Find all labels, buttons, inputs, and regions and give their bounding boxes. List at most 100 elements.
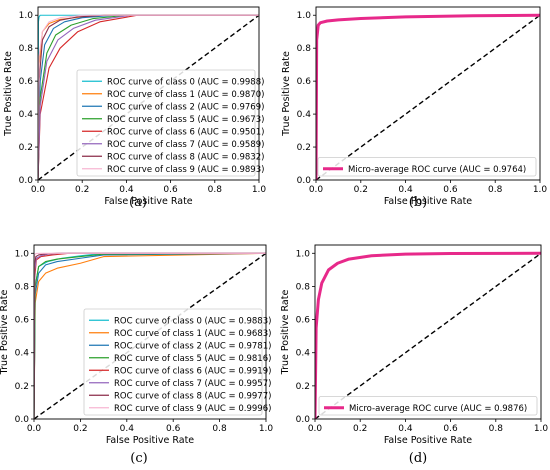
y-tick-label: 1.0 <box>19 11 34 21</box>
x-tick-label: 0.0 <box>308 424 323 434</box>
legend: Micro-average ROC curve (AUC = 0.9764) <box>317 157 537 177</box>
x-tick-label: 0.4 <box>398 424 413 434</box>
y-tick-label: 0.0 <box>15 415 30 425</box>
legend-label: ROC curve of class 8 (AUC = 0.9832) <box>107 152 264 162</box>
x-axis-label: False Positive Rate <box>104 196 192 207</box>
legend-label: ROC curve of class 0 (AUC = 0.9988) <box>107 77 264 87</box>
diagonal-reference-line <box>316 14 540 180</box>
legend-label: ROC curve of class 2 (AUC = 0.9781) <box>114 341 271 351</box>
y-tick-label: 0.2 <box>19 143 33 153</box>
panel-caption: (d) <box>409 451 427 466</box>
legend-box <box>76 69 256 177</box>
y-tick-label: 0.2 <box>296 382 310 392</box>
legend-box <box>317 157 537 177</box>
x-tick-label: 0.4 <box>119 185 134 195</box>
y-tick-label: 0.4 <box>296 349 311 359</box>
x-tick-label: 0.4 <box>398 185 413 195</box>
roc-curve-7 <box>38 14 259 180</box>
y-tick-label: 0.6 <box>296 316 311 326</box>
panel-c: 0.0 0.2 0.4 0.6 0.8 1.0 0.0 0.2 0.4 0.6 0.8 1.0 Fals… <box>0 244 274 466</box>
legend-label: Micro-average ROC curve (AUC = 0.9876) <box>349 404 527 414</box>
x-tick-label: 0.0 <box>27 424 42 434</box>
legend: Micro-average ROC curve (AUC = 0.9876) <box>318 396 538 416</box>
roc-curve-1 <box>34 252 266 419</box>
x-tick-label: 0.8 <box>488 185 503 195</box>
panel-a: 0.0 0.2 0.4 0.6 0.8 1.0 0.0 0.2 0.4 0.6 0.8 1.0 Fals… <box>3 6 267 210</box>
x-tick-label: 1.0 <box>534 424 549 434</box>
legend-label: ROC curve of class 1 (AUC = 0.9683) <box>114 329 271 339</box>
roc-curve-4 <box>38 14 259 180</box>
y-tick-label: 0.0 <box>19 176 34 186</box>
y-tick-label: 0.2 <box>15 382 29 392</box>
y-tick-label: 0.6 <box>297 77 312 87</box>
x-tick-label: 1.0 <box>533 185 548 195</box>
y-tick-label: 0.2 <box>297 143 311 153</box>
x-axis-label: False Positive Rate <box>384 196 472 207</box>
y-tick-label: 0.4 <box>297 110 312 120</box>
x-tick-label: 0.8 <box>212 424 227 434</box>
roc-curve-2 <box>34 252 266 419</box>
legend-label: ROC curve of class 2 (AUC = 0.9769) <box>107 102 264 112</box>
panel-caption: (c) <box>130 451 147 466</box>
roc-curve-0 <box>315 251 541 419</box>
legend-label: Micro-average ROC curve (AUC = 0.9764) <box>348 165 526 175</box>
y-tick-label: 0.4 <box>15 349 30 359</box>
x-tick-label: 0.2 <box>353 424 367 434</box>
legend-label: ROC curve of class 9 (AUC = 0.9996) <box>114 404 271 414</box>
x-tick-label: 0.6 <box>443 185 458 195</box>
legend-box <box>83 308 263 416</box>
y-tick-label: 0.6 <box>15 316 30 326</box>
panel-b: 0.0 0.2 0.4 0.6 0.8 1.0 0.0 0.2 0.4 0.6 0.8 1.0 Fals… <box>281 6 548 210</box>
x-tick-label: 0.6 <box>443 424 458 434</box>
y-tick-label: 0.8 <box>297 44 312 54</box>
legend: ROC curve of class 0 (AUC = 0.9988) ROC c… <box>76 69 264 177</box>
y-tick-label: 0.4 <box>19 110 34 120</box>
x-tick-label: 0.0 <box>309 185 324 195</box>
y-tick-label: 0.8 <box>19 44 34 54</box>
x-tick-label: 0.2 <box>75 185 89 195</box>
y-axis-label: True Positive Rate <box>280 290 291 376</box>
y-tick-label: 0.8 <box>15 282 30 292</box>
x-tick-label: 0.0 <box>31 185 46 195</box>
panel-caption: (a) <box>129 195 147 210</box>
x-tick-label: 1.0 <box>259 424 274 434</box>
y-axis-label: True Positive Rate <box>281 51 292 137</box>
legend-label: ROC curve of class 6 (AUC = 0.9501) <box>107 127 264 137</box>
plot-frame <box>33 244 267 420</box>
roc-curve-0 <box>316 13 540 180</box>
legend-label: ROC curve of class 9 (AUC = 0.9893) <box>107 165 264 175</box>
legend-label: ROC curve of class 7 (AUC = 0.9589) <box>107 140 264 150</box>
plot-frame <box>314 244 542 420</box>
y-axis-label: True Positive Rate <box>3 51 14 137</box>
legend: ROC curve of class 0 (AUC = 0.9883) ROC c… <box>83 308 271 416</box>
plot-frame <box>37 6 260 181</box>
legend-label: ROC curve of class 0 (AUC = 0.9883) <box>114 316 271 326</box>
panel-caption: (b) <box>409 195 427 210</box>
x-tick-label: 0.2 <box>73 424 87 434</box>
roc-curve-5 <box>38 14 259 180</box>
x-tick-label: 1.0 <box>252 185 267 195</box>
x-axis-label: False Positive Rate <box>106 435 194 446</box>
plot-frame <box>315 6 541 181</box>
panel-d: 0.0 0.2 0.4 0.6 0.8 1.0 0.0 0.2 0.4 0.6 0.8 1.0 Fals… <box>280 244 549 466</box>
legend-label: ROC curve of class 6 (AUC = 0.9919) <box>114 366 271 376</box>
y-axis-label: True Positive Rate <box>0 290 10 376</box>
x-tick-label: 0.6 <box>166 424 181 434</box>
x-tick-label: 0.8 <box>489 424 504 434</box>
y-tick-label: 1.0 <box>296 249 311 259</box>
legend-box <box>318 396 538 416</box>
x-tick-label: 0.6 <box>163 185 178 195</box>
x-axis-label: False Positive Rate <box>384 435 472 446</box>
x-tick-label: 0.8 <box>208 185 223 195</box>
legend-label: ROC curve of class 8 (AUC = 0.9977) <box>114 391 271 401</box>
x-tick-label: 0.2 <box>354 185 368 195</box>
y-tick-label: 1.0 <box>297 11 312 21</box>
legend-label: ROC curve of class 5 (AUC = 0.9673) <box>107 115 264 125</box>
diagonal-reference-line <box>315 252 541 419</box>
y-tick-label: 0.8 <box>296 282 311 292</box>
legend-label: ROC curve of class 5 (AUC = 0.9816) <box>114 354 271 364</box>
legend-label: ROC curve of class 7 (AUC = 0.9957) <box>114 379 271 389</box>
y-tick-label: 0.0 <box>297 176 312 186</box>
x-tick-label: 0.4 <box>120 424 135 434</box>
y-tick-label: 0.0 <box>296 415 311 425</box>
